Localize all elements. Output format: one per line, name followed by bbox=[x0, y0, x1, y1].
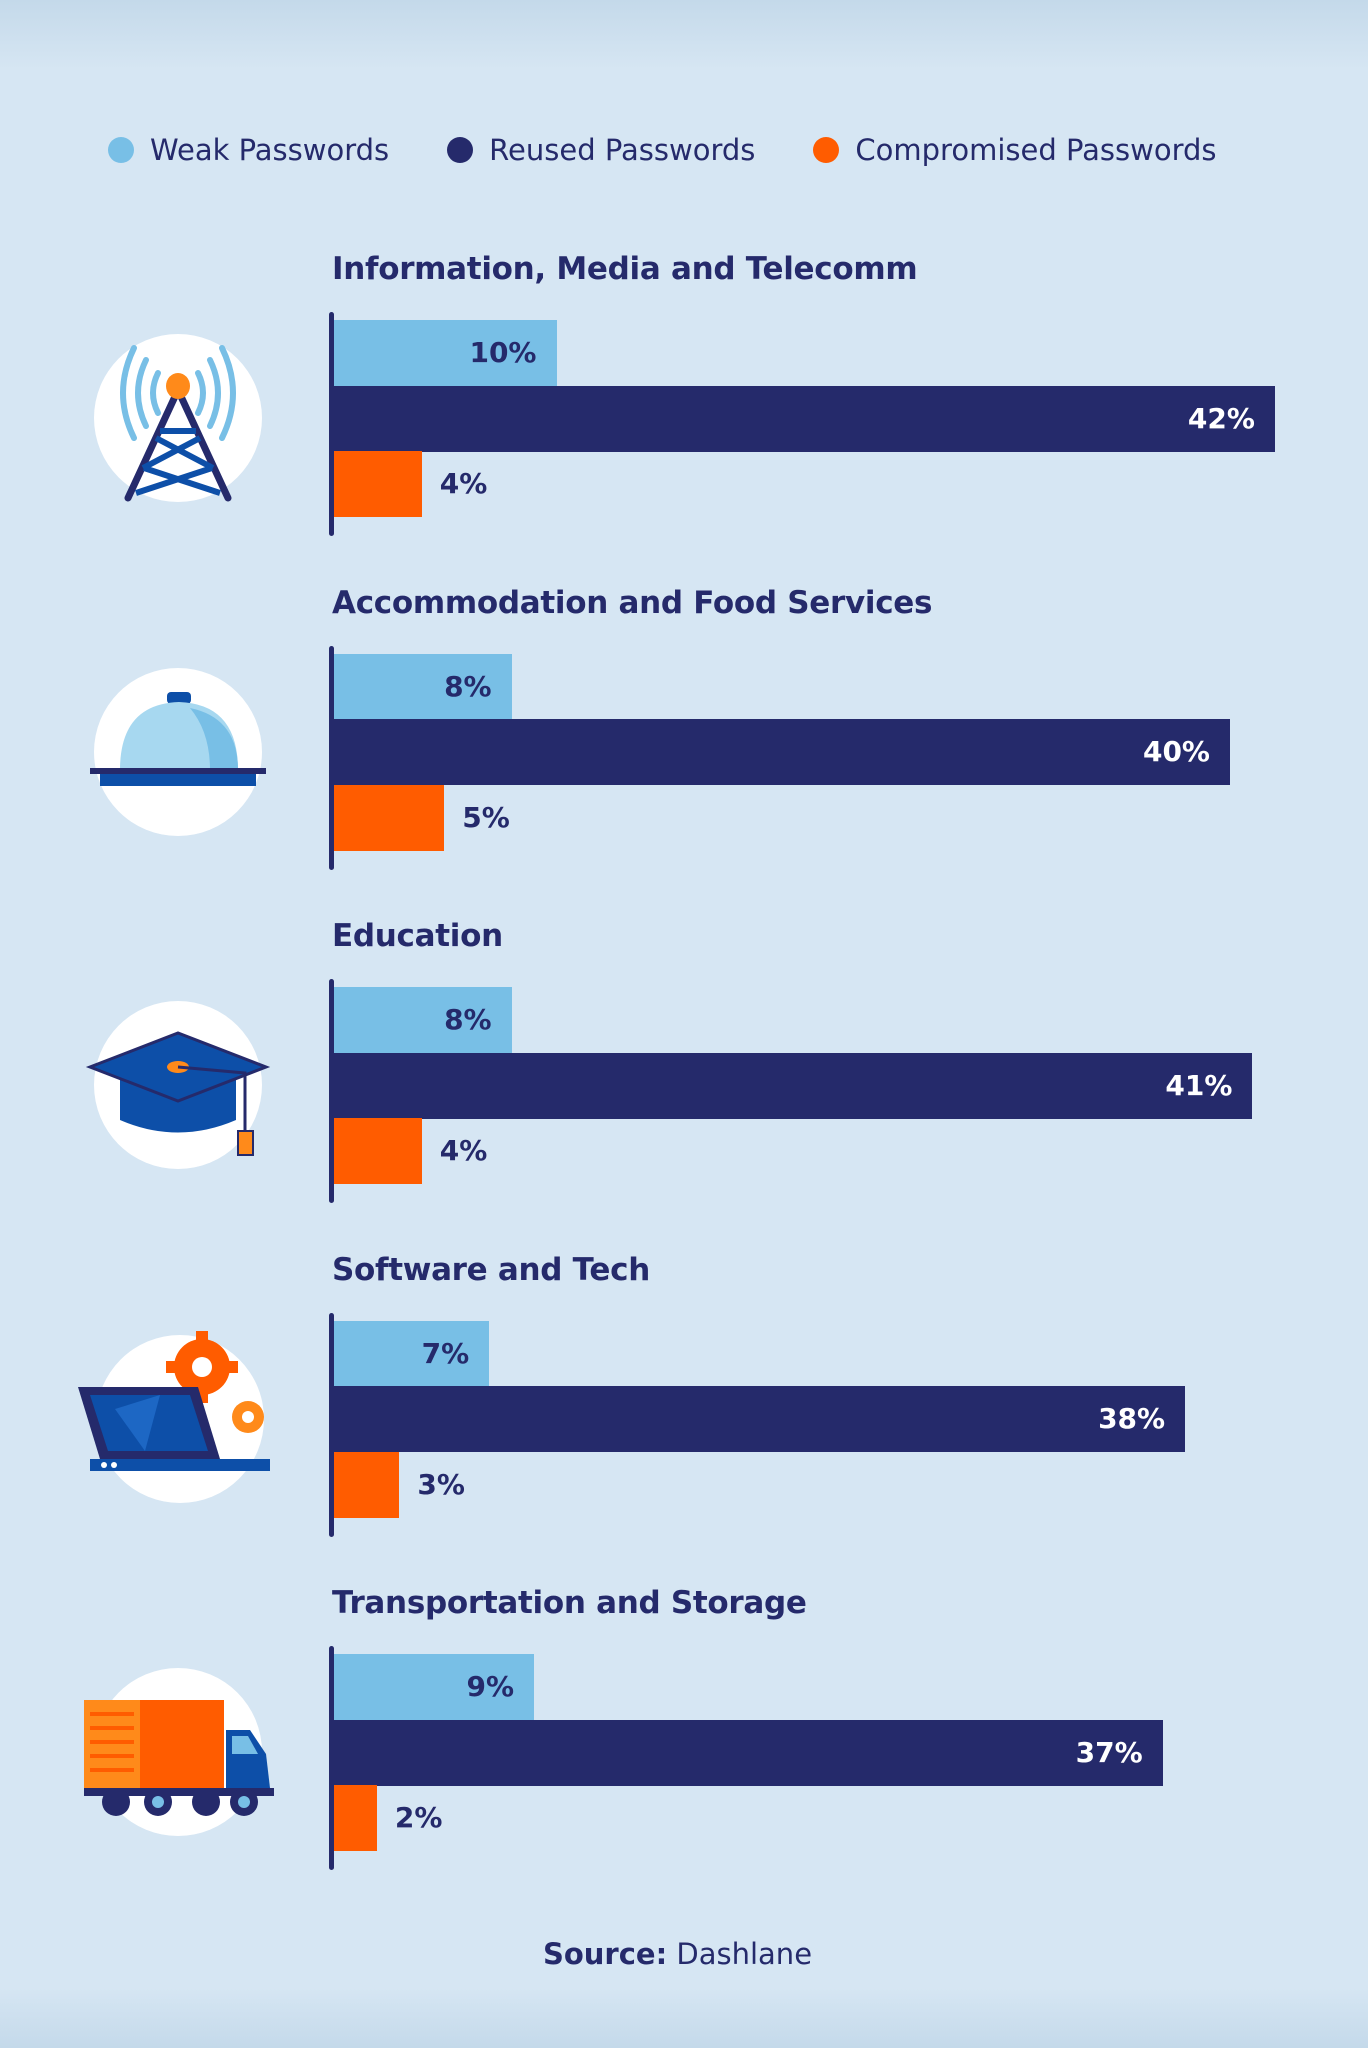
legend-item-weak: Weak Passwords bbox=[108, 133, 389, 167]
axis-line bbox=[329, 1646, 334, 1871]
source-value: Dashlane bbox=[676, 1937, 813, 1971]
data-label-weak: 8% bbox=[444, 669, 492, 703]
legend-dot-weak bbox=[108, 137, 134, 163]
bar-compromised bbox=[332, 1785, 377, 1852]
data-label-reused: 41% bbox=[1165, 1068, 1233, 1102]
source-label: Source: bbox=[542, 1937, 668, 1971]
delivery-truck-icon bbox=[70, 1662, 290, 1842]
bar-compromised bbox=[332, 1118, 422, 1185]
category-title: Education bbox=[332, 918, 503, 955]
graduation-cap-icon bbox=[70, 995, 290, 1175]
bar-weak bbox=[332, 320, 557, 386]
axis-line bbox=[329, 645, 334, 870]
food-cloche-icon bbox=[70, 662, 290, 842]
legend-item-compromised: Compromised Passwords bbox=[813, 133, 1217, 167]
category-title: Information, Media and Telecomm bbox=[332, 251, 918, 287]
data-label-compromised: 5% bbox=[462, 800, 510, 834]
top-texture-band bbox=[0, 0, 1368, 70]
bottom-texture-band bbox=[0, 1988, 1368, 2048]
legend-label-reused: Reused Passwords bbox=[489, 133, 756, 167]
bar-reused bbox=[332, 1719, 1163, 1786]
data-label-compromised: 3% bbox=[417, 1467, 465, 1501]
data-label-reused: 42% bbox=[1187, 401, 1255, 435]
bar-compromised bbox=[332, 451, 422, 517]
data-label-reused: 40% bbox=[1142, 735, 1210, 769]
bar-reused bbox=[332, 719, 1230, 786]
legend: Weak Passwords Reused Passwords Compromi… bbox=[108, 128, 1275, 172]
bar-weak bbox=[332, 1320, 490, 1387]
bar-compromised bbox=[332, 784, 445, 851]
legend-dot-reused bbox=[447, 137, 474, 163]
bar-reused bbox=[332, 385, 1275, 452]
bar-reused bbox=[332, 1052, 1253, 1119]
legend-label-weak: Weak Passwords bbox=[150, 133, 390, 167]
data-label-weak: 7% bbox=[421, 1336, 470, 1370]
category-title: Accommodation and Food Services bbox=[332, 584, 933, 621]
laptop-gears-icon bbox=[70, 1329, 290, 1509]
category-title: Transportation and Storage bbox=[332, 1585, 807, 1622]
bar-weak bbox=[332, 1654, 535, 1721]
cell-tower-icon bbox=[70, 328, 290, 508]
category-group-information-media-and-telecomm: Information, Media and Telecomm 10% 42% 4% bbox=[0, 251, 1368, 573]
source-note: Source: Dashlane bbox=[0, 1937, 1355, 1971]
data-label-weak: 10% bbox=[469, 336, 537, 369]
axis-line bbox=[329, 312, 334, 536]
data-label-compromised: 2% bbox=[394, 1801, 443, 1835]
axis-line bbox=[329, 979, 334, 1204]
bar-weak bbox=[332, 653, 512, 720]
category-title: Software and Tech bbox=[332, 1251, 650, 1288]
bar-compromised bbox=[332, 1451, 400, 1518]
category-group-accommodation-and-food-services: Accommodation and Food Services 8% 40% 5% bbox=[0, 585, 1368, 907]
legend-item-reused: Reused Passwords bbox=[447, 133, 755, 167]
data-label-reused: 38% bbox=[1098, 1402, 1166, 1436]
data-label-compromised: 4% bbox=[439, 1134, 488, 1168]
category-group-education: Education 8% 41% 4% bbox=[0, 918, 1368, 1240]
legend-dot-compromised bbox=[813, 137, 840, 163]
data-label-reused: 37% bbox=[1075, 1735, 1143, 1769]
data-label-compromised: 4% bbox=[439, 467, 488, 500]
axis-line bbox=[329, 1312, 334, 1537]
category-group-transportation-and-storage: Transportation and Storage 9% 37% 2% bbox=[0, 1585, 1368, 1907]
legend-label-compromised: Compromised Passwords bbox=[855, 133, 1217, 167]
bar-reused bbox=[332, 1386, 1186, 1453]
bar-weak bbox=[332, 987, 512, 1054]
category-group-software-and-tech: Software and Tech 7% 38% 3% bbox=[0, 1252, 1368, 1574]
data-label-weak: 8% bbox=[444, 1003, 492, 1037]
data-label-weak: 9% bbox=[466, 1670, 515, 1704]
